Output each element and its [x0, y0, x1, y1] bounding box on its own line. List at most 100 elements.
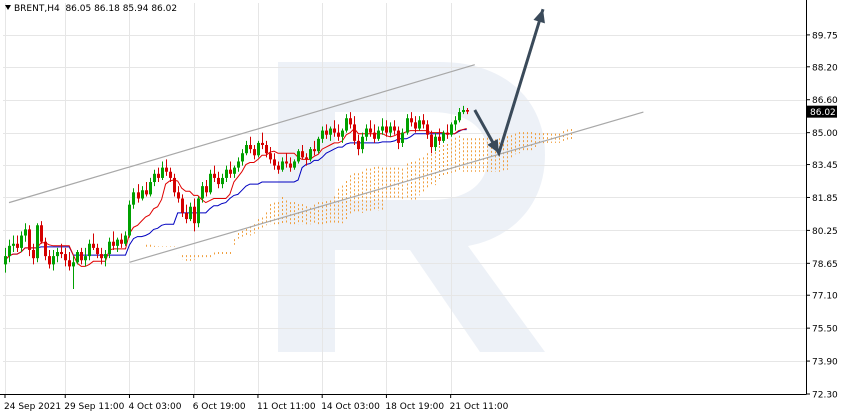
candle-body	[397, 130, 400, 143]
candle-body	[193, 206, 196, 224]
candle-body	[64, 254, 67, 261]
candle-body	[373, 132, 376, 139]
candle-body	[16, 243, 19, 248]
candle-body	[169, 171, 172, 178]
candle-body	[249, 144, 252, 150]
candle-body	[237, 161, 240, 168]
candle-body	[369, 128, 372, 133]
current-price-tag	[807, 105, 837, 118]
channel-lower-line	[129, 111, 644, 263]
candle-body	[337, 132, 340, 137]
candle-body	[104, 254, 107, 259]
candle-body	[32, 249, 35, 259]
candle-body	[293, 161, 296, 168]
candle-body	[181, 198, 184, 213]
candle-body	[225, 169, 228, 178]
candle-body	[84, 256, 87, 261]
candle-body	[393, 126, 396, 131]
chart-ohlc: 86.05 86.18 85.94 86.02	[65, 4, 178, 14]
forecast-arrow-head-up	[533, 9, 545, 24]
candle-body	[165, 167, 168, 172]
candle-body	[96, 247, 99, 255]
candle-body	[313, 149, 316, 152]
candle-body	[273, 159, 276, 166]
candle-body	[8, 245, 11, 257]
candle-body	[305, 157, 308, 160]
y-tick-label: 75.50	[812, 325, 838, 335]
candle-body	[201, 186, 204, 199]
candle-body	[317, 138, 320, 152]
x-tick-label: 21 Oct 11:00	[450, 402, 509, 412]
candle-body	[128, 204, 131, 236]
candle-body	[406, 118, 409, 133]
candle-body	[213, 173, 216, 178]
candle-body	[301, 151, 304, 158]
candle-body	[345, 118, 348, 131]
tenkan-sen-line	[4, 127, 467, 267]
y-tick-label: 72.30	[812, 391, 838, 401]
y-tick-label: 89.75	[812, 31, 838, 41]
candle-body	[40, 225, 43, 242]
candle-body	[281, 161, 284, 170]
candle-body	[56, 252, 59, 257]
candle-body	[253, 149, 256, 156]
dropdown-triangle-icon[interactable]	[5, 5, 11, 10]
candle-body	[389, 126, 392, 133]
watermark-logo	[278, 62, 545, 352]
candle-body	[149, 182, 152, 195]
candle-body	[76, 252, 79, 263]
candle-body	[410, 118, 413, 123]
candle-body	[153, 173, 156, 183]
y-tick-label: 80.25	[812, 227, 838, 237]
candle-body	[68, 260, 71, 267]
candle-body	[446, 132, 449, 135]
x-tick-label: 4 Oct 03:00	[128, 402, 181, 412]
candle-body	[173, 177, 176, 193]
candle-body	[450, 124, 453, 135]
candle-body	[116, 239, 119, 246]
candle-body	[132, 192, 135, 205]
candle-body	[430, 134, 433, 148]
candle-body	[418, 120, 421, 129]
candle-body	[124, 235, 127, 244]
candle-body	[365, 128, 368, 137]
y-tick-label: 88.20	[812, 63, 838, 73]
candle-body	[265, 144, 268, 154]
candle-body	[422, 120, 425, 125]
candle-body	[12, 243, 15, 246]
candle-body	[329, 128, 332, 135]
x-tick-label: 6 Oct 19:00	[193, 402, 246, 412]
y-tick-label: 86.60	[812, 96, 838, 106]
candle-body	[92, 243, 95, 248]
candle-body	[217, 177, 220, 185]
candle-body	[161, 167, 164, 178]
candle-body	[60, 252, 63, 255]
candle-body	[197, 198, 200, 224]
candle-body	[177, 192, 180, 199]
candle-body	[325, 130, 328, 135]
candle-body	[414, 122, 417, 129]
candle-body	[377, 130, 380, 139]
candle-body	[438, 136, 441, 141]
candle-body	[20, 235, 23, 248]
y-tick-label: 81.85	[812, 194, 838, 204]
x-tick-label: 11 Oct 11:00	[257, 402, 316, 412]
candle-body	[185, 212, 188, 220]
candle-body	[285, 161, 288, 164]
candle-body	[401, 132, 404, 143]
candle-body	[309, 149, 312, 160]
candle-body	[321, 130, 324, 139]
candle-body	[257, 142, 260, 156]
candle-body	[205, 186, 208, 193]
candle-body	[466, 110, 469, 112]
candle-body	[434, 136, 437, 148]
candle-body	[341, 130, 344, 137]
candle-body	[357, 140, 360, 150]
candle-body	[333, 128, 336, 133]
y-tick-label: 77.10	[812, 292, 838, 302]
candle-body	[44, 241, 47, 257]
candle-body	[297, 151, 300, 162]
x-tick-label: 18 Oct 19:00	[385, 402, 444, 412]
